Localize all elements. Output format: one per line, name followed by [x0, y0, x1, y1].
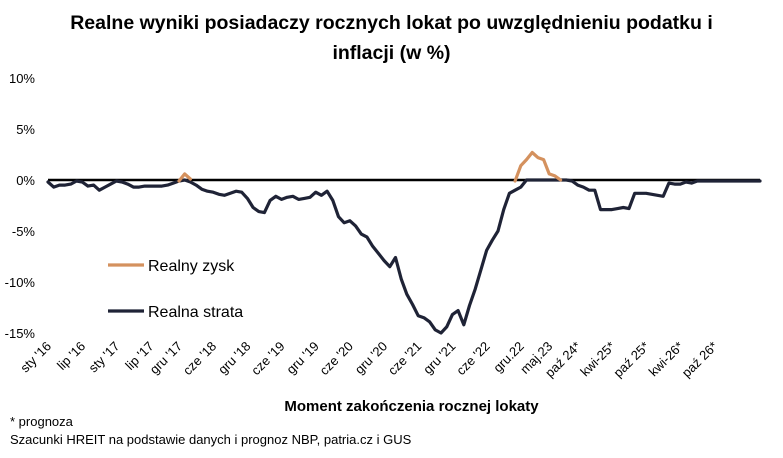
series-line-realny-zysk [177, 172, 192, 183]
y-tick-label: 5% [16, 122, 35, 137]
x-tick-label: cze '21 [385, 339, 424, 378]
chart-title-line1: Realne wyniki posiadaczy rocznych lokat … [70, 12, 713, 34]
x-tick-label: gru '20 [352, 339, 390, 377]
legend-label: Realny zysk [148, 258, 235, 275]
footnote: * prognoza [10, 414, 73, 429]
x-axis-label: Moment zakończenia rocznej lokaty [284, 398, 539, 415]
source-note: Szacunki HREIT na podstawie danych i pro… [10, 432, 412, 447]
x-tick-label: gru '18 [215, 339, 253, 377]
x-tick-label: gru '19 [283, 339, 321, 377]
legend-label: Realna strata [148, 304, 243, 321]
x-tick-label: paź 25* [610, 339, 652, 381]
y-tick-label: 10% [9, 71, 35, 86]
x-tick-label: kwi-25* [577, 339, 618, 380]
series-line-realny-zysk [513, 150, 563, 183]
series-line-realna-strata [46, 178, 762, 335]
x-tick-label: paź 26* [679, 339, 721, 381]
x-tick-label: sty '17 [86, 339, 123, 376]
x-tick-label: cze '20 [317, 339, 356, 378]
y-tick-layer: 10% 5% 0% -5% -10% -15% [5, 71, 36, 341]
x-tick-label: cze '22 [453, 339, 492, 378]
y-tick-label: -15% [5, 326, 36, 341]
y-tick-label: -5% [12, 224, 36, 239]
x-tick-label: sty '16 [17, 339, 54, 376]
x-tick-label: gru '21 [420, 339, 458, 377]
x-tick-label: lip '16 [54, 339, 88, 373]
y-tick-label: 0% [16, 173, 35, 188]
x-tick-label: cze '19 [248, 339, 287, 378]
y-tick-label: -10% [5, 275, 36, 290]
chart-title: Realne wyniki posiadaczy rocznych lokat … [0, 8, 783, 68]
legend-layer: Realny zysk Realna strata [108, 258, 243, 321]
x-tick-label: kwi-26* [646, 339, 687, 380]
chart-title-line2: inflacji (w %) [332, 42, 451, 64]
x-tick-label: cze '18 [180, 339, 219, 378]
series-layer [46, 150, 762, 335]
x-tick-label: gru '17 [147, 339, 185, 377]
